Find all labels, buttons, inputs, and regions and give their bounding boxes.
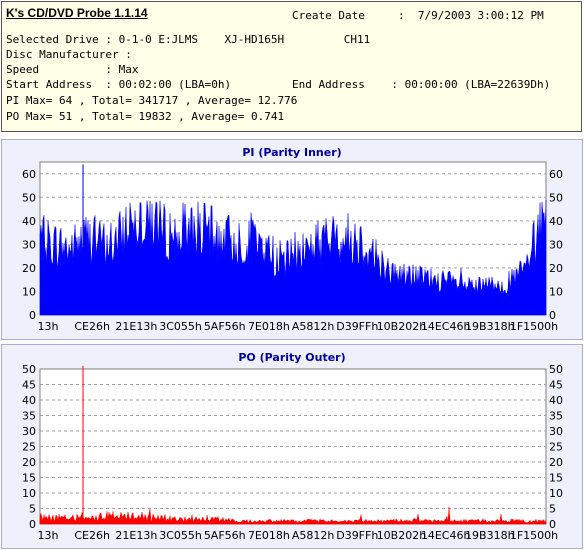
po-x-tick-label: 13h bbox=[38, 529, 59, 542]
po-y-tick-left: 20 bbox=[22, 456, 36, 469]
pi-y-tick-left: 50 bbox=[22, 191, 36, 204]
pi-x-tick-label: 21E13h bbox=[115, 320, 157, 333]
po-x-tick-label: 1F1500h bbox=[510, 529, 558, 542]
pi-x-tick-label: D39FFh bbox=[336, 320, 378, 333]
po-summary: PO Max= 51 , Total= 19832 , Average= 0.7… bbox=[6, 110, 285, 123]
disc-manufacturer: Disc Manufacturer : bbox=[6, 48, 132, 61]
po-y-tick-left: 35 bbox=[22, 410, 36, 423]
po-y-tick-right: 25 bbox=[549, 441, 563, 454]
po-y-tick-right: 15 bbox=[549, 472, 563, 485]
po-x-tick-label: 19B318h bbox=[465, 529, 515, 542]
pi-x-tick-label: 19B318h bbox=[465, 320, 515, 333]
po-x-tick-label: 3C055h bbox=[159, 529, 202, 542]
pi-x-tick-label: A5812h bbox=[292, 320, 335, 333]
pi-y-tick-right: 0 bbox=[549, 309, 556, 322]
pi-y-tick-left: 30 bbox=[22, 238, 36, 251]
pi-y-tick-right: 20 bbox=[549, 262, 563, 275]
pi-y-tick-right: 10 bbox=[549, 285, 563, 298]
po-x-tick-label: CE26h bbox=[74, 529, 110, 542]
po-y-tick-left: 45 bbox=[22, 379, 36, 392]
selected-drive: Selected Drive : 0-1-0 E:JLMS XJ-HD165H … bbox=[6, 33, 371, 46]
pi-x-tick-label: 5AF56h bbox=[204, 320, 246, 333]
po-x-tick-label: 7E018h bbox=[248, 529, 290, 542]
po-y-tick-right: 30 bbox=[549, 425, 563, 438]
po-y-tick-right: 40 bbox=[549, 394, 563, 407]
create-date-label: Create Date bbox=[292, 9, 365, 22]
po-x-tick-label: 10B202h bbox=[377, 529, 427, 542]
po-y-tick-right: 50 bbox=[549, 363, 563, 376]
pi-summary: PI Max= 64 , Total= 341717 , Average= 12… bbox=[6, 94, 298, 107]
po-y-tick-right: 20 bbox=[549, 456, 563, 469]
po-y-tick-left: 30 bbox=[22, 425, 36, 438]
pi-x-tick-label: 13h bbox=[38, 320, 59, 333]
po-y-tick-right: 35 bbox=[549, 410, 563, 423]
pi-x-tick-label: 10B202h bbox=[377, 320, 427, 333]
speed: Speed : Max bbox=[6, 63, 139, 76]
pi-series-area bbox=[39, 200, 547, 316]
po-x-tick-label: D39FFh bbox=[336, 529, 378, 542]
po-chart-title: PO (Parity Outer) bbox=[238, 351, 346, 364]
po-y-tick-right: 10 bbox=[549, 487, 563, 500]
po-y-tick-right: 5 bbox=[549, 503, 556, 516]
po-x-tick-label: 5AF56h bbox=[204, 529, 246, 542]
po-y-tick-right: 45 bbox=[549, 379, 563, 392]
pi-chart-title: PI (Parity Inner) bbox=[242, 146, 342, 159]
po-x-tick-label: 21E13h bbox=[115, 529, 157, 542]
create-date-value: : 7/9/2003 3:00:12 PM bbox=[398, 9, 544, 22]
po-y-tick-left: 0 bbox=[29, 518, 36, 531]
pi-x-tick-label: CE26h bbox=[74, 320, 110, 333]
pi-y-tick-right: 50 bbox=[549, 191, 563, 204]
po-y-tick-left: 10 bbox=[22, 487, 36, 500]
info-panel: K's CD/DVD Probe 1.1.14 Create Date : 7/… bbox=[1, 1, 582, 132]
pi-x-tick-label: 3C055h bbox=[159, 320, 202, 333]
po-y-tick-left: 40 bbox=[22, 394, 36, 407]
po-x-tick-label: 14EC46h bbox=[421, 529, 471, 542]
pi-chart-panel: PI (Parity Inner) 0 0 10 10 20 20 30 30 40 40 50 50… bbox=[1, 139, 583, 340]
pi-chart: 0 0 10 10 20 20 30 30 40 40 50 50 60 60 13h CE26h 21E13h… bbox=[22, 161, 563, 333]
pi-x-tick-label: 7E018h bbox=[248, 320, 290, 333]
pi-y-tick-right: 60 bbox=[549, 168, 563, 181]
pi-x-tick-label: 14EC46h bbox=[421, 320, 471, 333]
pi-y-tick-left: 60 bbox=[22, 168, 36, 181]
start-address: Start Address : 00:02:00 (LBA=0h) bbox=[6, 78, 232, 91]
pi-x-tick-label: 1F1500h bbox=[510, 320, 558, 333]
pi-y-tick-right: 40 bbox=[549, 215, 563, 228]
pi-y-tick-left: 0 bbox=[29, 309, 36, 322]
po-x-tick-label: A5812h bbox=[292, 529, 335, 542]
po-chart-panel: PO (Parity Outer) 0 0 5 5 10 10 15 15 20 20 25 25 30… bbox=[1, 344, 583, 549]
po-series-area bbox=[39, 506, 547, 525]
po-y-tick-left: 5 bbox=[29, 503, 36, 516]
po-y-tick-left: 15 bbox=[22, 472, 36, 485]
po-y-tick-right: 0 bbox=[549, 518, 556, 531]
po-y-tick-left: 25 bbox=[22, 441, 36, 454]
app-title: K's CD/DVD Probe 1.1.14 bbox=[6, 6, 148, 20]
po-y-tick-left: 50 bbox=[22, 363, 36, 376]
pi-y-tick-left: 10 bbox=[22, 285, 36, 298]
pi-y-tick-left: 40 bbox=[22, 215, 36, 228]
po-chart: 0 0 5 5 10 10 15 15 20 20 25 25 30 30 35 35 40 40 45 45 50 50… bbox=[22, 363, 563, 542]
pi-y-tick-left: 20 bbox=[22, 262, 36, 275]
pi-y-tick-right: 30 bbox=[549, 238, 563, 251]
end-address: End Address : 00:00:00 (LBA=22639Dh) bbox=[292, 78, 551, 91]
